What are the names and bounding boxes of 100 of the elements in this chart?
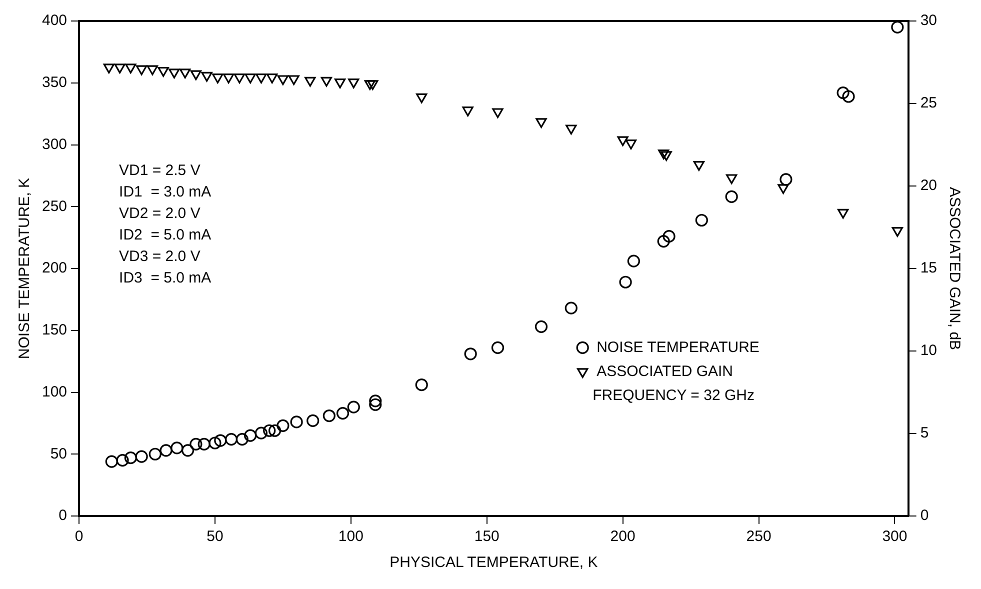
point xyxy=(234,74,246,84)
x-tick-label: 300 xyxy=(882,528,908,546)
point xyxy=(190,438,202,451)
point xyxy=(369,394,382,408)
point xyxy=(336,406,350,420)
point xyxy=(627,254,640,268)
point xyxy=(625,140,637,150)
point xyxy=(320,76,332,87)
y2-tick-label: 0 xyxy=(920,507,929,524)
point xyxy=(103,64,114,74)
annotation: VD2 = 2.0 V xyxy=(119,205,200,222)
point xyxy=(170,442,184,454)
annotation: ID2 = 5.0 mA xyxy=(119,226,212,244)
point xyxy=(268,424,282,437)
point xyxy=(266,74,278,84)
point xyxy=(201,72,212,82)
point xyxy=(695,214,708,227)
x-tick-label: 250 xyxy=(746,528,772,546)
point xyxy=(160,444,172,457)
y-tick-label: 300 xyxy=(42,136,68,153)
point xyxy=(306,414,320,428)
point xyxy=(236,432,248,446)
y2-tick-label: 15 xyxy=(920,260,938,277)
y2-tick-label: 25 xyxy=(920,94,938,112)
point xyxy=(780,173,792,186)
point xyxy=(223,74,234,84)
point xyxy=(464,348,477,360)
point xyxy=(658,149,670,160)
x-tick-label: 50 xyxy=(206,528,224,546)
point xyxy=(842,90,855,103)
point xyxy=(566,124,577,135)
point xyxy=(244,429,257,442)
point xyxy=(369,398,382,411)
point xyxy=(891,21,904,34)
point xyxy=(277,75,289,86)
x-tick-label: 100 xyxy=(338,528,364,546)
point xyxy=(322,409,336,422)
point xyxy=(657,234,670,248)
point xyxy=(135,450,148,463)
point xyxy=(114,64,126,74)
point xyxy=(726,174,738,184)
point xyxy=(416,93,428,104)
point xyxy=(276,419,290,432)
point xyxy=(244,74,256,84)
point xyxy=(491,341,504,354)
annotation: FREQUENCY = 32 GHz xyxy=(592,386,754,404)
point xyxy=(208,436,222,450)
x-tick-label: 200 xyxy=(610,528,636,546)
point xyxy=(290,416,303,428)
point xyxy=(168,68,180,78)
point xyxy=(124,452,137,464)
y-axis-title: NOISE TEMPERATURE, K xyxy=(16,178,34,360)
x-tick-label: 150 xyxy=(474,528,500,546)
point xyxy=(180,68,191,78)
point xyxy=(534,320,548,333)
point xyxy=(892,227,904,237)
point xyxy=(837,208,849,219)
point xyxy=(212,74,224,84)
point xyxy=(304,76,316,87)
point xyxy=(347,400,360,414)
y2-tick-label: 30 xyxy=(920,12,938,30)
y-tick-label: 400 xyxy=(42,12,68,30)
point xyxy=(263,424,276,437)
point xyxy=(116,454,129,467)
point xyxy=(725,190,738,204)
point xyxy=(415,378,428,392)
y-tick-label: 0 xyxy=(58,507,68,524)
y2-tick-label: 5 xyxy=(920,424,929,442)
legend-label: ASSOCIATED GAIN xyxy=(596,362,734,380)
y-tick-label: 350 xyxy=(42,74,68,92)
point xyxy=(125,64,136,74)
point xyxy=(617,136,628,146)
annotation: VD3 = 2.0 V xyxy=(119,248,200,266)
point xyxy=(367,80,378,90)
point xyxy=(660,151,672,161)
point xyxy=(256,74,267,84)
point xyxy=(492,108,504,118)
point xyxy=(693,161,705,171)
point xyxy=(836,86,850,100)
y-tick-label: 50 xyxy=(50,445,68,462)
point xyxy=(348,78,360,88)
point xyxy=(334,78,346,88)
y-tick-label: 150 xyxy=(42,322,68,339)
point xyxy=(158,66,169,77)
point xyxy=(198,438,210,451)
point xyxy=(364,80,376,90)
annotation: VD1 = 2.5 V xyxy=(119,162,200,180)
legend-label: NOISE TEMPERATURE xyxy=(596,338,760,356)
point xyxy=(778,184,789,194)
point xyxy=(564,302,578,314)
point xyxy=(254,426,268,440)
y-tick-label: 200 xyxy=(42,260,68,277)
y-tick-label: 250 xyxy=(42,198,68,215)
point xyxy=(288,75,300,86)
x-axis-title: PHYSICAL TEMPERATURE, K xyxy=(390,554,598,572)
point xyxy=(536,118,547,128)
annotation: ID1 = 3.0 mA xyxy=(119,184,212,201)
y2-axis-title: ASSOCIATED GAIN, dB xyxy=(946,186,963,350)
y-tick-label: 100 xyxy=(42,383,68,400)
point xyxy=(146,65,158,76)
